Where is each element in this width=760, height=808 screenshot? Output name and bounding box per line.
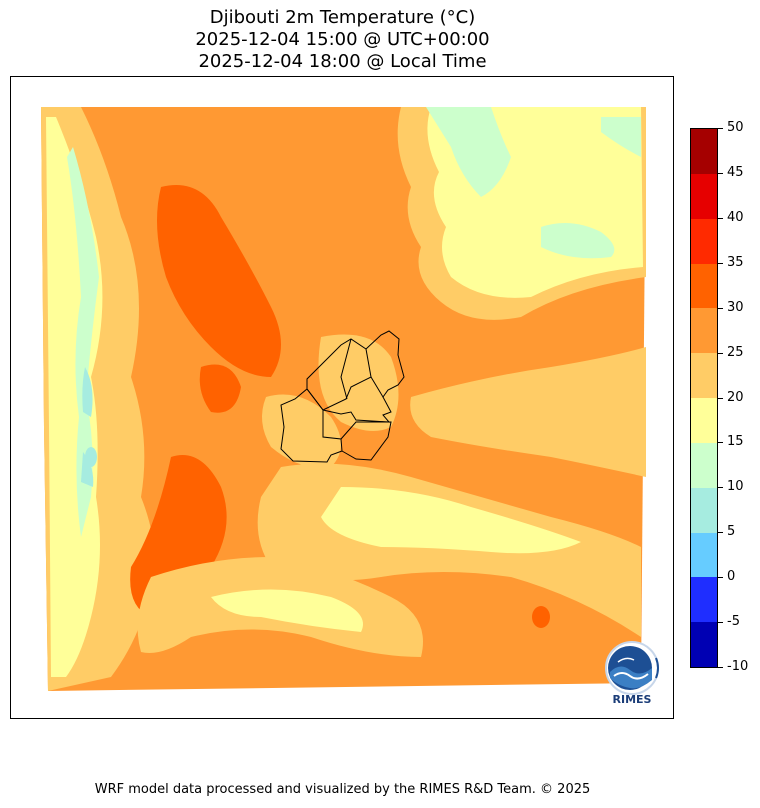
colorbar-segment <box>691 129 717 175</box>
colorbar <box>690 128 718 668</box>
colorbar-tick-label: 25 <box>727 344 744 360</box>
colorbar-segment <box>691 442 717 489</box>
colorbar-tick-label: 35 <box>727 254 744 270</box>
colorbar-tick-label: 10 <box>727 479 744 495</box>
colorbar-segment <box>691 577 717 624</box>
map-title-line-2: 2025-12-04 15:00 @ UTC+00:00 <box>195 29 490 50</box>
colorbar-segment <box>691 218 717 265</box>
colorbar-tick-label: -5 <box>727 614 740 630</box>
colorbar-tick <box>718 172 723 174</box>
colorbar-tick <box>718 487 723 489</box>
colorbar-tick <box>718 217 723 219</box>
colorbar-segment <box>691 622 717 667</box>
map-frame <box>10 76 674 719</box>
djibouti-borders <box>280 330 405 463</box>
colorbar-segment <box>691 353 717 399</box>
colorbar-tick-label: 40 <box>727 209 744 225</box>
colorbar-tick-label: 45 <box>727 164 744 180</box>
temperature-map <box>41 107 646 691</box>
colorbar-tick-label: 50 <box>727 120 744 135</box>
colorbar-segment <box>691 398 717 444</box>
colorbar-tick-label: 0 <box>727 569 736 585</box>
colorbar-tick <box>718 352 723 354</box>
colorbar-segment <box>691 173 717 220</box>
map-title-line-1: Djibouti 2m Temperature (°C) <box>209 7 476 28</box>
rimes-logo-text: RIMES <box>612 693 652 706</box>
colorbar-tick <box>718 667 723 668</box>
colorbar-tick <box>718 307 723 309</box>
colorbar-segment <box>691 263 717 310</box>
colorbar-tick-label: 20 <box>727 389 744 405</box>
map-title-line-3: 2025-12-04 18:00 @ Local Time <box>198 51 487 72</box>
colorbar-segment <box>691 308 717 355</box>
colorbar-tick <box>718 532 723 534</box>
colorbar-tick-label: -10 <box>727 659 749 674</box>
colorbar-tick <box>718 262 723 264</box>
colorbar-tick <box>718 397 723 399</box>
colorbar-tick-label: 15 <box>727 434 744 450</box>
rimes-globe-icon <box>605 641 659 695</box>
western-green-band <box>67 147 99 537</box>
central-hot-zone <box>157 185 281 377</box>
colorbar-tick-label: 30 <box>727 299 744 315</box>
colorbar-tick <box>718 442 723 444</box>
colorbar-tick <box>718 622 723 624</box>
footer-credit: WRF model data processed and visualized … <box>94 782 591 797</box>
colorbar-segment <box>691 487 717 534</box>
colorbar-tick <box>718 577 723 579</box>
colorbar-tick-label: 5 <box>727 524 736 540</box>
colorbar-tick <box>718 128 723 129</box>
rimes-logo: RIMES <box>600 640 664 706</box>
colorbar-segment <box>691 532 717 579</box>
